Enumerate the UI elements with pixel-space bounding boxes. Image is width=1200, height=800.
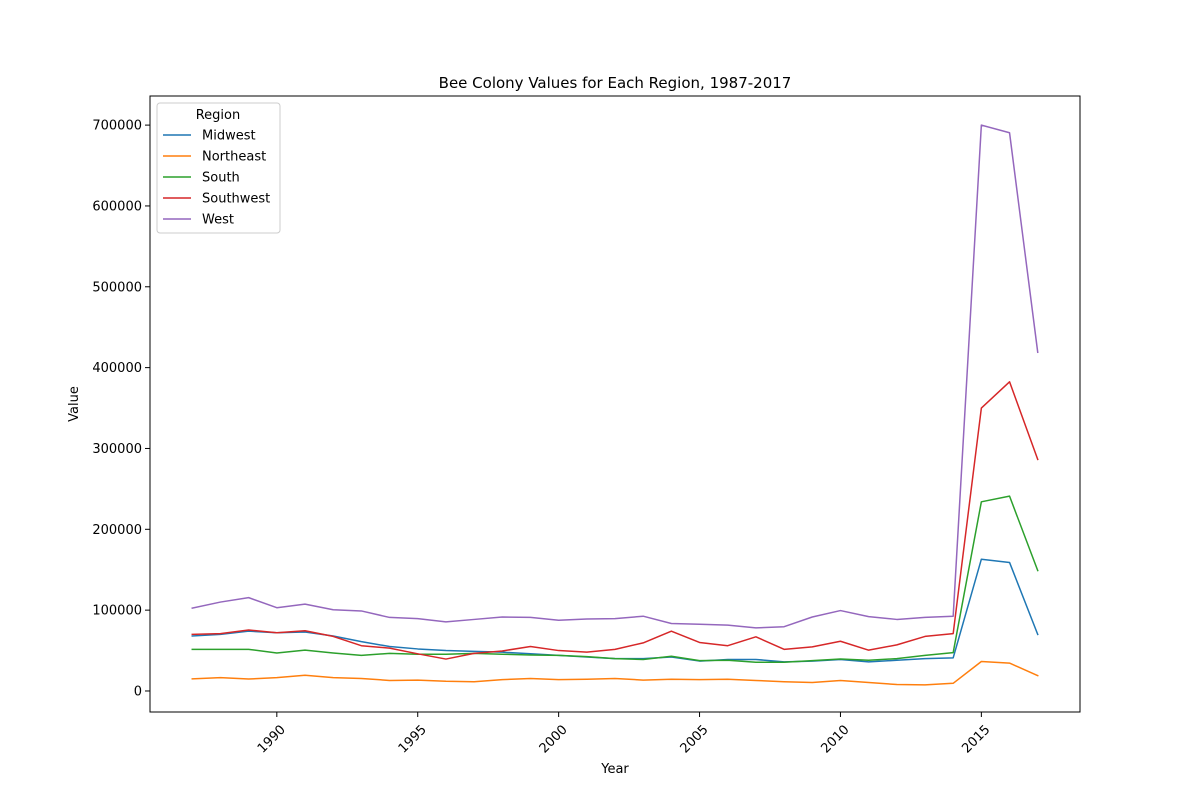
legend-label-southwest: Southwest [202, 192, 270, 207]
y-tick-label: 200000 [92, 523, 142, 538]
y-axis-label: Value [67, 386, 82, 422]
y-tick-label: 300000 [92, 442, 142, 457]
x-tick-label: 1990 [255, 722, 289, 756]
legend-title: Region [196, 108, 241, 123]
x-axis: 1990 1995 2000 2005 2010 2015 [255, 712, 993, 756]
y-axis: 0 100000 200000 300000 400000 500000 600000 700… [92, 119, 150, 699]
legend-label-west: West [202, 213, 234, 228]
legend-label-south: South [202, 171, 240, 186]
x-tick-label: 2015 [959, 722, 993, 756]
x-tick-label: 1995 [396, 722, 430, 756]
x-tick-label: 2005 [678, 722, 712, 756]
legend-label-northeast: Northeast [202, 150, 266, 165]
series-line-southwest [191, 381, 1039, 660]
y-tick-label: 100000 [92, 604, 142, 619]
axes-frame [149, 95, 1081, 713]
x-axis-label: Year [600, 762, 629, 777]
y-tick-label: 500000 [92, 280, 142, 295]
legend: Region Midwest Northeast South Southwest Wes… [156, 102, 281, 234]
series-line-south [191, 495, 1039, 664]
y-tick-label: 600000 [92, 199, 142, 214]
y-tick-label: 400000 [92, 361, 142, 376]
series-line-northeast [191, 660, 1039, 686]
y-tick-label: 0 [134, 684, 142, 699]
x-tick-label: 2010 [818, 722, 852, 756]
x-tick-label: 2000 [537, 722, 571, 756]
plot-area [191, 124, 1039, 686]
chart-title: Bee Colony Values for Each Region, 1987-… [439, 74, 792, 92]
y-tick-label: 700000 [92, 119, 142, 134]
series-line-west [191, 124, 1039, 629]
series-line-midwest [191, 558, 1039, 663]
legend-label-midwest: Midwest [202, 129, 256, 144]
